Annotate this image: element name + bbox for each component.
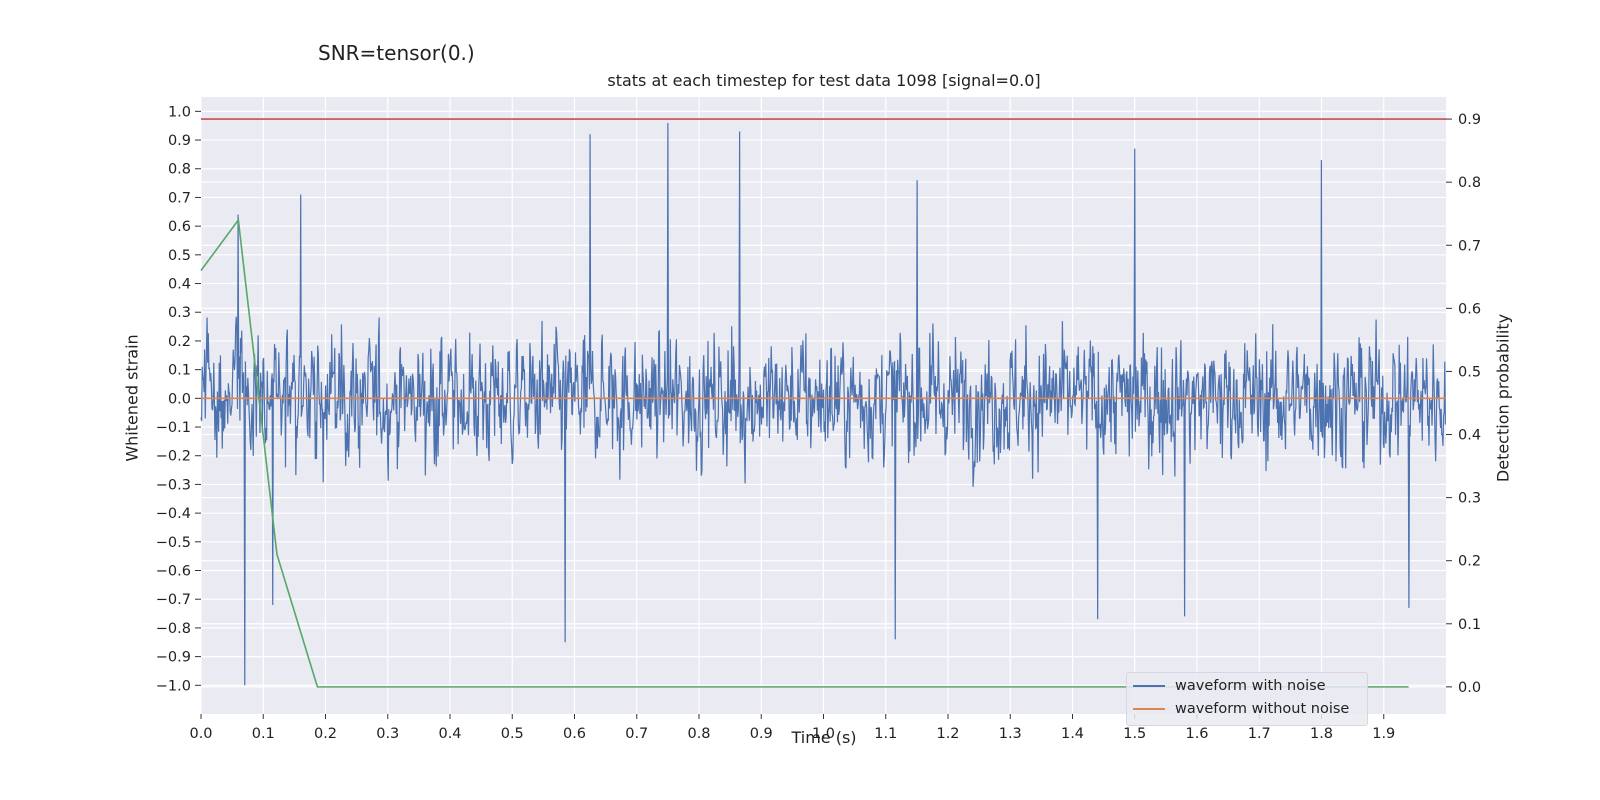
y-tick-label: −0.7 <box>156 592 191 608</box>
x-tick-label: 1.1 <box>874 726 897 742</box>
x-axis-label: Time (s) <box>791 728 857 747</box>
x-tick-label: 0.1 <box>252 726 275 742</box>
legend-item-noise: waveform with noise <box>1133 676 1326 696</box>
x-tick-label: 1.7 <box>1248 726 1271 742</box>
y2-axis-ticks: 0.9 0.8 0.7 0.6 0.5 0.4 0.3 0.2 0.1 0.0 <box>1446 112 1481 696</box>
y2-tick-label: 0.5 <box>1458 364 1481 380</box>
legend: waveform with noise waveform without noi… <box>1126 672 1368 726</box>
y-tick-label: 0.4 <box>168 277 191 293</box>
y-tick-label: −0.6 <box>156 564 191 580</box>
x-tick-label: 0.9 <box>750 726 773 742</box>
x-axis-ticks: 0.0 0.1 0.2 0.3 0.4 0.5 0.6 0.7 0.8 0.9 1.0 1.1 1.2 1… <box>189 714 1395 742</box>
figure-title: SNR=tensor(0.) <box>318 41 475 65</box>
y2-tick-label: 0.8 <box>1458 175 1481 191</box>
series-detection-probability <box>200 217 1409 688</box>
y-tick-label: −0.3 <box>156 477 191 493</box>
x-tick-label: 1.6 <box>1185 726 1208 742</box>
x-tick-label: 0.4 <box>438 726 461 742</box>
y-tick-label: 0.3 <box>168 305 191 321</box>
y2-tick-label: 0.4 <box>1458 428 1481 444</box>
x-tick-label: 1.4 <box>1061 726 1084 742</box>
y-tick-label: 0.0 <box>168 391 191 407</box>
y2-tick-label: 0.7 <box>1458 238 1481 254</box>
x-tick-label: 0.0 <box>189 726 212 742</box>
y2-tick-label: 0.0 <box>1458 680 1481 696</box>
x-tick-label: 1.5 <box>1123 726 1146 742</box>
y-tick-label: 0.2 <box>168 334 191 350</box>
y-tick-label: 1.0 <box>168 104 191 120</box>
x-tick-label: 0.5 <box>501 726 524 742</box>
y-tick-label: −0.9 <box>156 650 191 666</box>
x-tick-label: 1.9 <box>1372 726 1395 742</box>
y-axis-label: Whitened strain <box>122 334 142 462</box>
series-layer <box>200 118 1446 688</box>
legend-label-clean: waveform without noise <box>1175 701 1350 717</box>
y-tick-label: 0.7 <box>168 190 191 206</box>
legend-item-clean: waveform without noise <box>1133 699 1349 719</box>
y2-tick-label: 0.9 <box>1458 112 1481 128</box>
y-tick-label: −1.0 <box>156 678 191 694</box>
legend-swatch-noise <box>1133 685 1165 687</box>
y-tick-label: −0.8 <box>156 621 191 637</box>
y2-tick-label: 0.6 <box>1458 301 1481 317</box>
x-tick-label: 0.6 <box>563 726 586 742</box>
y-tick-label: −0.2 <box>156 449 191 465</box>
y-tick-label: 0.8 <box>168 162 191 178</box>
x-tick-label: 1.2 <box>936 726 959 742</box>
y-tick-label: 0.1 <box>168 363 191 379</box>
y-tick-label: −0.1 <box>156 420 191 436</box>
chart-title: stats at each timestep for test data 109… <box>607 71 1041 90</box>
x-tick-label: 0.2 <box>314 726 337 742</box>
x-tick-label: 0.8 <box>687 726 710 742</box>
y2-tick-label: 0.1 <box>1458 617 1481 633</box>
y-tick-label: 0.9 <box>168 133 191 149</box>
y2-tick-label: 0.2 <box>1458 554 1481 570</box>
y-tick-label: 0.5 <box>168 248 191 264</box>
x-tick-label: 1.0 <box>812 726 835 742</box>
y-tick-label: −0.4 <box>156 506 191 522</box>
x-tick-label: 1.8 <box>1310 726 1333 742</box>
y-axis-ticks: 1.0 0.9 0.8 0.7 0.6 0.5 0.4 0.3 0.2 0.1 0.0 −0.1 −0.… <box>156 104 201 694</box>
x-tick-label: 0.3 <box>376 726 399 742</box>
legend-swatch-clean <box>1133 708 1165 710</box>
y2-axis-label: Detection probability <box>1493 313 1513 483</box>
legend-label-noise: waveform with noise <box>1175 678 1326 694</box>
y-tick-label: −0.5 <box>156 535 191 551</box>
y-tick-label: 0.6 <box>168 219 191 235</box>
x-tick-label: 1.3 <box>999 726 1022 742</box>
y2-tick-label: 0.3 <box>1458 491 1481 507</box>
x-tick-label: 0.7 <box>625 726 648 742</box>
